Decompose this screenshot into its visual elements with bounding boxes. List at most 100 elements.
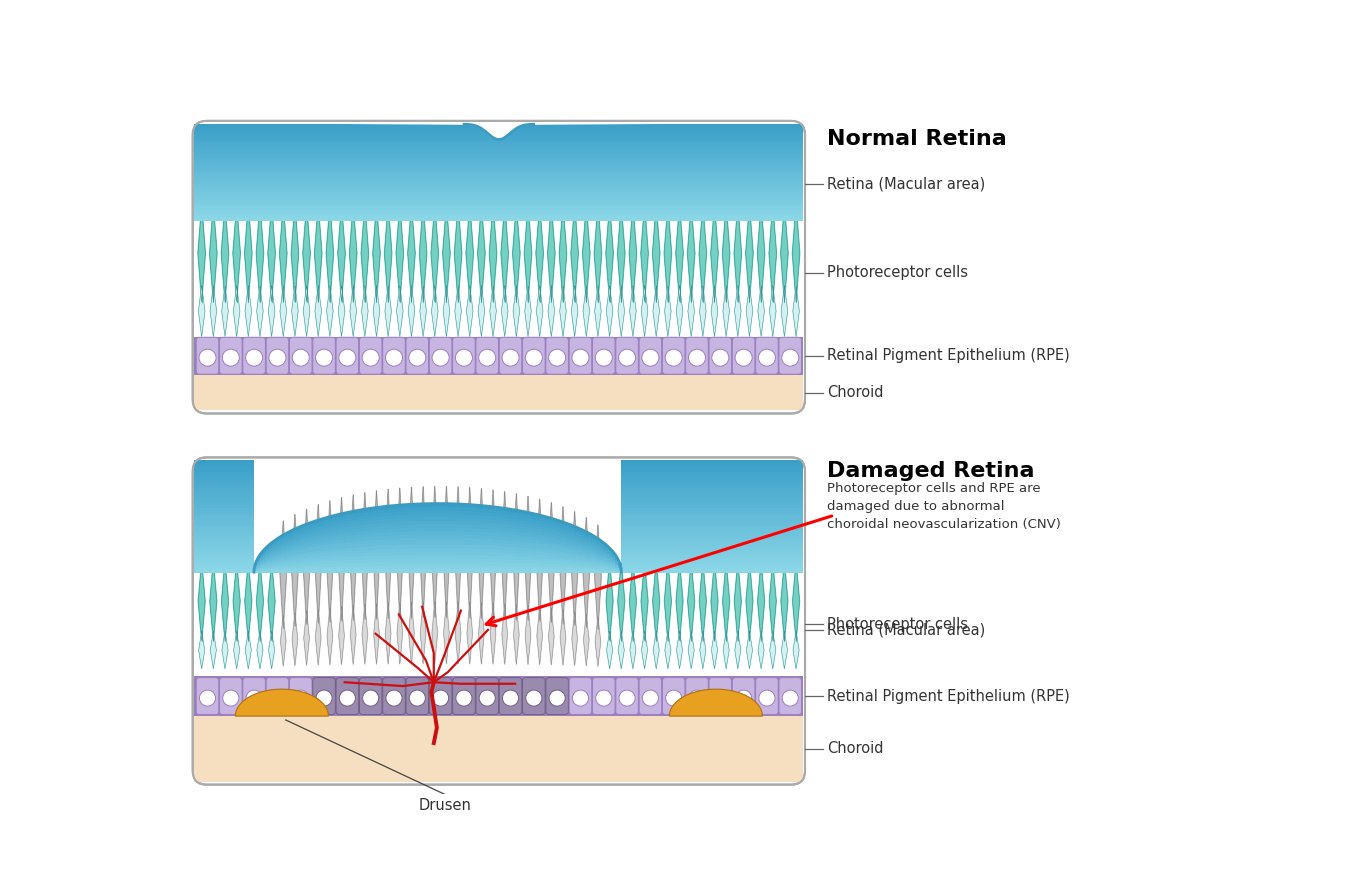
Bar	[594, 564, 597, 566]
Bar	[582, 539, 584, 541]
Bar	[367, 543, 370, 547]
Bar	[355, 554, 358, 558]
Bar	[428, 517, 431, 521]
Bar	[502, 556, 506, 559]
Bar	[306, 565, 309, 567]
Bar	[572, 531, 575, 533]
Polygon shape	[723, 632, 730, 669]
Text: Normal Retina: Normal Retina	[827, 128, 1006, 149]
Bar	[584, 570, 589, 573]
Bar	[306, 524, 309, 526]
Polygon shape	[525, 285, 532, 336]
Bar	[538, 541, 542, 544]
Bar	[273, 554, 275, 556]
Bar	[456, 545, 460, 549]
Bar	[355, 557, 358, 560]
Bar	[548, 529, 551, 532]
Circle shape	[433, 349, 449, 366]
Bar	[603, 559, 606, 561]
Bar	[358, 525, 361, 529]
FancyBboxPatch shape	[359, 678, 382, 714]
Bar	[334, 564, 336, 566]
Bar	[410, 549, 414, 552]
Bar	[453, 511, 456, 515]
Bar	[548, 520, 551, 524]
Bar	[551, 569, 555, 573]
Bar	[465, 545, 468, 549]
Polygon shape	[221, 562, 228, 640]
Bar	[490, 513, 494, 516]
Bar	[302, 563, 306, 566]
Bar	[438, 531, 441, 535]
Bar	[523, 539, 526, 542]
Polygon shape	[479, 285, 484, 336]
Bar	[496, 524, 499, 527]
Bar	[606, 563, 609, 565]
Polygon shape	[420, 602, 426, 664]
Polygon shape	[792, 205, 800, 301]
Bar	[321, 550, 324, 554]
Bar	[422, 566, 426, 569]
FancyBboxPatch shape	[197, 337, 218, 375]
Bar	[483, 549, 487, 553]
Bar	[302, 556, 306, 558]
Polygon shape	[700, 632, 706, 669]
Bar	[529, 549, 533, 552]
Polygon shape	[431, 486, 438, 617]
Bar	[443, 524, 447, 528]
Bar	[306, 563, 309, 566]
Bar	[361, 534, 365, 538]
Bar	[385, 546, 389, 549]
Bar	[514, 523, 518, 526]
Bar	[275, 562, 279, 565]
Bar	[428, 507, 431, 511]
Polygon shape	[304, 509, 309, 624]
Bar	[456, 504, 460, 508]
Bar	[361, 519, 365, 523]
Bar	[275, 564, 279, 566]
Bar	[297, 561, 300, 564]
Bar	[358, 550, 361, 554]
Bar	[578, 531, 582, 533]
Bar	[275, 541, 279, 542]
Bar	[487, 552, 490, 556]
Bar	[499, 569, 502, 573]
Bar	[529, 513, 533, 516]
Bar	[324, 520, 328, 524]
Bar	[538, 549, 542, 553]
Bar	[339, 528, 343, 532]
Bar	[496, 527, 499, 531]
FancyBboxPatch shape	[546, 678, 568, 714]
Polygon shape	[254, 504, 621, 572]
Circle shape	[595, 349, 613, 366]
Bar	[256, 564, 260, 565]
Bar	[194, 494, 254, 497]
Bar	[290, 570, 294, 573]
Bar	[492, 569, 496, 573]
Bar	[462, 504, 465, 508]
Bar	[538, 524, 542, 527]
Bar	[331, 564, 334, 567]
Bar	[616, 568, 618, 569]
Bar	[599, 565, 603, 566]
Bar	[541, 522, 545, 524]
Bar	[422, 521, 426, 524]
Bar	[194, 549, 254, 553]
Bar	[483, 559, 487, 563]
Bar	[312, 522, 316, 524]
Bar	[514, 529, 518, 533]
Bar	[477, 508, 480, 512]
Bar	[392, 533, 395, 536]
Bar	[260, 561, 263, 563]
Bar	[194, 147, 804, 150]
Bar	[523, 515, 526, 518]
Bar	[404, 515, 407, 518]
Bar	[621, 460, 804, 464]
Bar	[194, 200, 804, 202]
Bar	[194, 460, 254, 464]
Bar	[194, 161, 804, 163]
Bar	[526, 558, 530, 560]
Bar	[331, 552, 334, 556]
Bar	[275, 559, 279, 561]
Bar	[553, 522, 557, 525]
